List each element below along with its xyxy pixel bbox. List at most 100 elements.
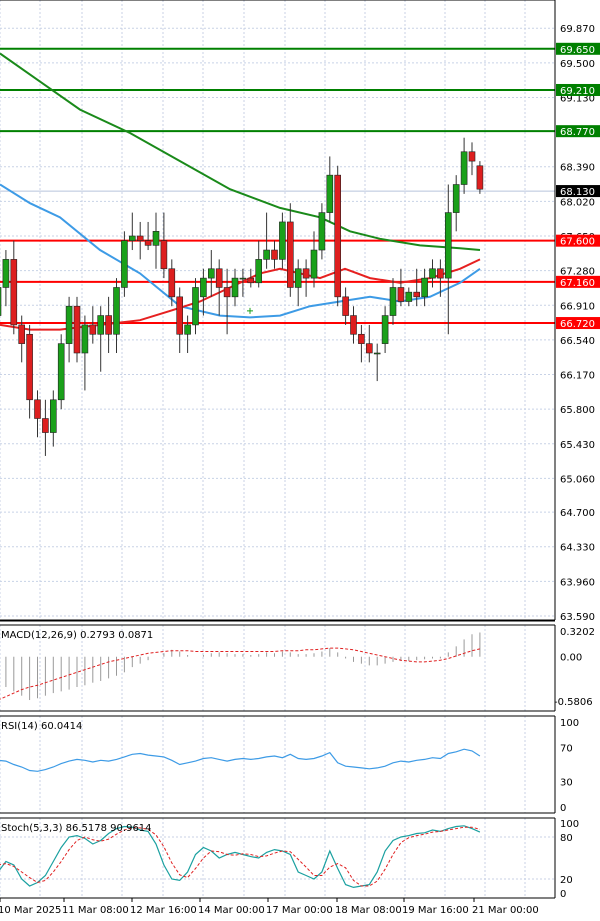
candle-body — [421, 277, 428, 298]
candle-body — [2, 259, 10, 288]
main-pane — [0, 47, 555, 456]
stoch-tick-label: 0 — [560, 889, 566, 900]
candle-body — [286, 221, 294, 288]
candle-body — [302, 268, 310, 279]
candle-body — [136, 235, 144, 241]
candle-body — [42, 418, 49, 433]
candle-body — [437, 268, 444, 279]
candle-body — [26, 333, 33, 401]
price-tick-label: 68.020 — [560, 197, 595, 208]
price-tick-label: 66.540 — [560, 336, 595, 347]
price-tick-label: 66.170 — [560, 371, 595, 382]
stoch-d-line — [0, 826, 481, 887]
stoch-tick-label: 80 — [560, 833, 573, 844]
candle-body — [239, 277, 247, 280]
price-tick-label: 63.590 — [560, 612, 595, 623]
rsi-pane — [0, 748, 481, 772]
level-price-tag-label: 67.160 — [560, 278, 595, 289]
price-tick-label: 69.130 — [560, 93, 595, 104]
rsi-tick-label: 70 — [560, 744, 573, 755]
candle-body — [215, 268, 223, 288]
candle-body — [460, 151, 468, 185]
candle-body — [223, 287, 231, 298]
candle-body — [192, 287, 199, 326]
candle-body — [429, 268, 436, 279]
price-tick-label: 65.060 — [560, 474, 595, 485]
candle-body — [358, 333, 365, 344]
axis-labels: 69.870 69.500 69.130 68.770 68.390 68.020 67.6… — [0, 24, 600, 916]
level-price-tag-label: 69.650 — [560, 45, 595, 56]
price-tick-label: 65.430 — [560, 440, 595, 451]
candle-body — [152, 231, 160, 246]
rsi-line — [0, 748, 481, 772]
candle-body — [452, 184, 460, 213]
candle-body — [184, 324, 191, 335]
macd-label: MACD(12,26,9) 0.2793 0.0871 — [1, 630, 153, 641]
x-tick-label: 14 Mar 00:00 — [198, 905, 265, 916]
candle-body — [10, 259, 18, 326]
level-price-tag — [556, 42, 600, 55]
candle-body — [231, 277, 239, 298]
candle-body — [18, 324, 26, 344]
candle-body — [144, 240, 152, 246]
candle-body — [373, 352, 381, 355]
price-tick-label: 63.960 — [560, 577, 595, 588]
x-tick-label: 19 Mar 16:00 — [402, 905, 469, 916]
macd-signal-line — [0, 647, 481, 700]
candle-body — [89, 324, 97, 335]
candle-body — [405, 291, 413, 302]
candle-body — [105, 315, 112, 335]
candle-body — [97, 315, 104, 335]
candle-body — [160, 240, 168, 270]
candle-body — [397, 287, 405, 302]
candle-body — [279, 221, 286, 260]
candle-body — [381, 315, 389, 344]
x-tick-label: 21 Mar 00:00 — [472, 905, 539, 916]
candle-body — [81, 324, 89, 354]
candle-body — [255, 259, 262, 284]
price-tick-label: 69.500 — [560, 59, 595, 70]
stoch-label: Stoch(5,3,3) 86.5178 90.9614 — [1, 823, 152, 834]
price-tick-label: 69.870 — [560, 24, 595, 35]
rsi-tick-label: 100 — [560, 718, 579, 729]
x-tick-label: 17 Mar 00:00 — [266, 905, 333, 916]
macd-tick-label: -0.5806 — [554, 697, 593, 708]
price-tick-label: 67.280 — [560, 267, 595, 278]
candle-body — [49, 399, 57, 433]
x-tick-label: 18 Mar 08:00 — [335, 905, 402, 916]
candle-body — [444, 212, 452, 279]
cross-marker — [247, 307, 253, 314]
candle-body — [310, 249, 318, 279]
level-price-tag-label: 69.210 — [560, 86, 595, 97]
price-tick-label: 64.330 — [560, 543, 595, 554]
macd-pane — [0, 632, 481, 701]
stoch-tick-label: 20 — [560, 875, 573, 886]
candle-body — [318, 212, 326, 251]
candle-body — [476, 165, 484, 190]
candle-body — [129, 235, 136, 241]
candle-body — [389, 287, 397, 316]
candle-body — [65, 305, 73, 344]
candle-body — [176, 296, 183, 335]
candle-body — [326, 174, 334, 213]
pane-frames — [0, 0, 556, 899]
candle-body — [271, 249, 278, 260]
macd-tick-label: 0.3202 — [560, 627, 595, 638]
level-price-tag — [556, 83, 600, 96]
level-price-tag — [556, 275, 600, 288]
stoch-k-line — [0, 825, 481, 889]
candle-body — [247, 277, 255, 284]
level-price-tag-label: 66.720 — [560, 319, 595, 330]
x-tick-label: 11 Mar 08:00 — [62, 905, 129, 916]
x-tick-label: 10 Mar 2025 — [0, 905, 61, 916]
level-price-tag-label: 67.600 — [560, 237, 595, 248]
candle-body — [294, 268, 302, 288]
grid — [0, 0, 555, 898]
ma-blue-line — [0, 183, 481, 319]
price-tick-label: 65.800 — [560, 405, 595, 416]
candle-body — [365, 343, 373, 354]
price-tick-label: 68.390 — [560, 163, 595, 174]
rsi-label: RSI(14) 60.0414 — [1, 721, 82, 732]
stoch-tick-label: 100 — [560, 819, 579, 830]
